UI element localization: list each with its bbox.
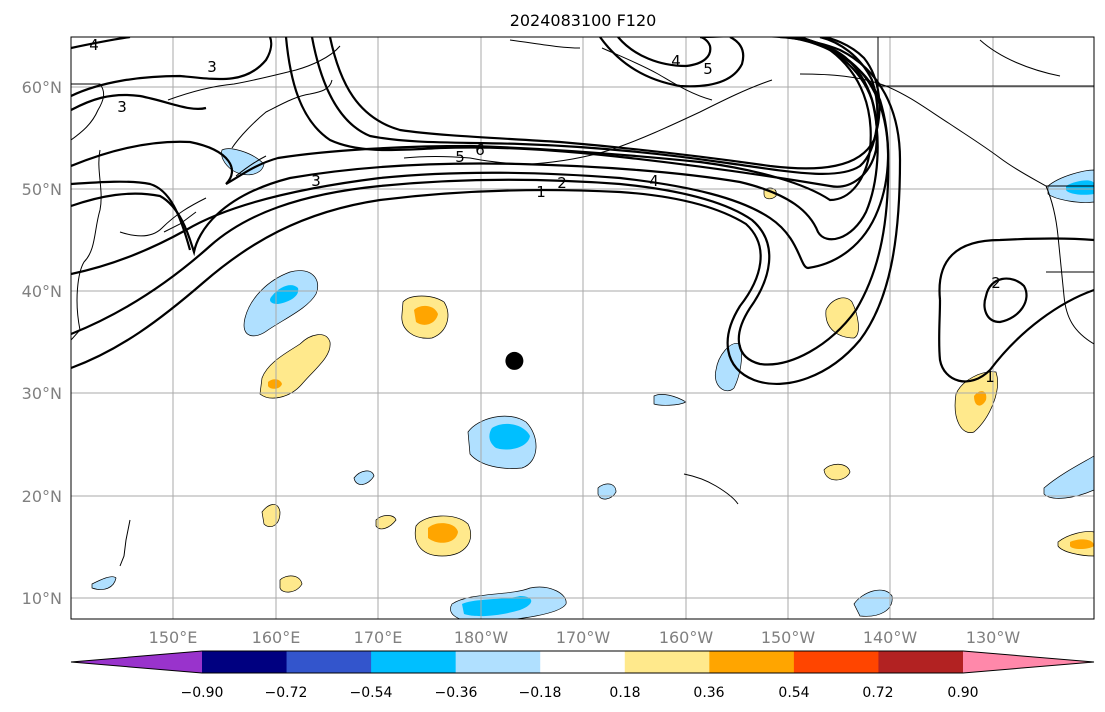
contour-label: 4 [649, 172, 659, 190]
colorbar-segment [202, 651, 288, 673]
contour-label: 1 [536, 183, 546, 201]
lon-tick-label: 150°W [761, 628, 816, 647]
lat-tick-label: 20°N [22, 487, 62, 506]
lat-tick-label: 40°N [22, 282, 62, 301]
colorbar-segment [540, 651, 626, 673]
colorbar-segment [793, 651, 879, 673]
colorbar-tick-label: 0.72 [862, 685, 893, 701]
lon-tick-label: 140°W [863, 628, 918, 647]
contour-label: 3 [117, 98, 127, 116]
colorbar-tick-label: 0.54 [778, 685, 809, 701]
contour-label: 3 [311, 172, 321, 190]
contour-label: 5 [703, 60, 713, 78]
contour-label: 2 [557, 174, 567, 192]
contour-label: 4 [89, 36, 99, 54]
colorbar-segment [455, 651, 541, 673]
position-marker [505, 351, 524, 370]
contour-label: 6 [475, 141, 485, 159]
contour-label-group: 4 3 3 3 4 5 5 6 1 2 4 2 1 [89, 36, 1001, 386]
colorbar-extend-low [71, 651, 202, 673]
lat-tick-label: 50°N [22, 180, 62, 199]
contour-label: 1 [985, 368, 995, 386]
colorbar-tick-label: 0.36 [693, 685, 724, 701]
contour-lines [71, 37, 1094, 385]
colorbar-tick-label: 0.90 [947, 685, 978, 701]
map-border [70, 36, 1095, 620]
lon-tick-label: 130°W [966, 628, 1021, 647]
lon-tick-label: 150°E [149, 628, 198, 647]
anomaly-fill [91, 148, 1094, 619]
lat-tick-label: 10°N [22, 589, 62, 608]
colorbar-tick-labels: −0.90 −0.72 −0.54 −0.36 −0.18 0.18 0.36 … [181, 685, 979, 701]
colorbar-tick-label: −0.72 [265, 685, 308, 701]
colorbar-segment [624, 651, 710, 673]
lon-tick-label: 170°E [354, 628, 403, 647]
colorbar-outline [70, 650, 1095, 674]
colorbar-extend-high [963, 651, 1094, 673]
contour-label: 4 [671, 52, 681, 70]
contour-label: 5 [455, 148, 465, 166]
lat-tick-label: 30°N [22, 384, 62, 403]
colorbar [70, 650, 1095, 674]
figure-title: 2024083100 F120 [510, 11, 657, 30]
lat-tick-label: 60°N [22, 78, 62, 97]
lon-tick-label: 180°W [454, 628, 509, 647]
colorbar-segment [709, 651, 795, 673]
colorbar-segment [371, 651, 457, 673]
longitude-labels: 150°E 160°E 170°E 180°W 170°W 160°W 150°… [149, 628, 1021, 647]
colorbar-segment [286, 651, 372, 673]
colorbar-tick-label: −0.18 [519, 685, 562, 701]
lon-tick-label: 160°E [252, 628, 301, 647]
contour-label: 2 [991, 274, 1001, 292]
colorbar-tick-label: −0.36 [435, 685, 478, 701]
lon-tick-label: 170°W [556, 628, 611, 647]
colorbar-tick-label: −0.54 [350, 685, 393, 701]
gridlines [71, 37, 1094, 619]
colorbar-segment [878, 651, 964, 673]
latitude-labels: 60°N 50°N 40°N 30°N 20°N 10°N [22, 78, 62, 608]
map-panel: 4 3 3 3 4 5 5 6 1 2 4 2 1 [71, 36, 1094, 619]
contour-label: 3 [207, 58, 217, 76]
colorbar-tick-label: −0.90 [181, 685, 224, 701]
lon-tick-label: 160°W [659, 628, 714, 647]
colorbar-tick-label: 0.18 [609, 685, 640, 701]
